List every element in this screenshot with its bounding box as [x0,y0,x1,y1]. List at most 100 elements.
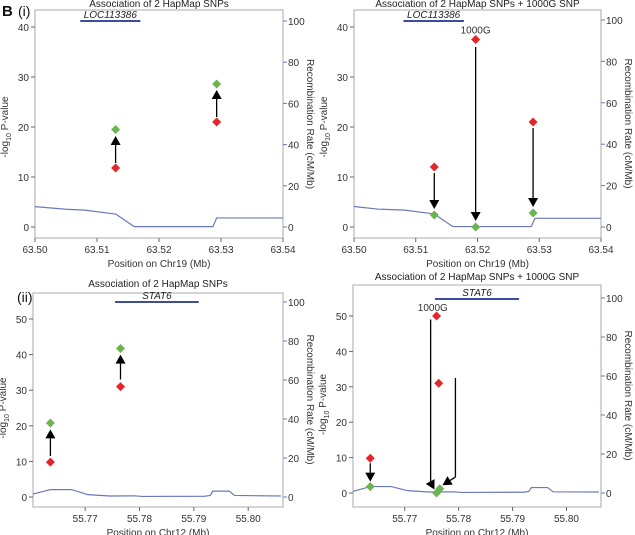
x-tick-label: 55.80 [236,514,261,525]
y2-tick-label: 100 [606,16,623,27]
snp-point-before [116,382,125,392]
y-tick-label: 40 [336,347,348,358]
arrow-head [470,212,481,221]
snp-point-before [429,162,439,172]
y-tick-label: 50 [16,315,28,326]
y2-tick-label: 60 [606,99,618,110]
chart-title: Association of 2 HapMap SNPs [89,0,229,10]
y-tick-label: 40 [337,23,349,34]
y-tick-label: 30 [336,383,348,394]
figure-label: B [2,3,13,20]
arrow-head [442,476,453,486]
x-tick-label: 55.77 [73,514,98,525]
snp-point-after [212,79,222,89]
snp-point-after [429,210,439,220]
y2-tick-label: 80 [606,57,618,68]
x-axis-label: Position on Chr12 (Mb) [107,528,210,535]
y2-axis-label: Recombination Rate (cM/Mb) [304,59,315,189]
snp-point-before [471,35,481,44]
x-tick-label: 63.50 [22,245,47,256]
x-tick-label: 55.79 [181,514,206,525]
y2-tick-label: 20 [288,182,300,193]
plot-frame [32,292,284,508]
panel-4: Association of 2 HapMap SNPs + 1000G SNP… [318,272,633,535]
recombination-line [34,206,283,228]
arrow-head [528,198,539,207]
x-tick-label: 63.54 [588,245,613,256]
x-tick-label: 63.54 [270,245,295,256]
arrow-head [115,354,126,364]
y-tick-label: 10 [16,457,28,468]
y2-tick-label: 0 [288,223,294,234]
y-tick-label: 0 [23,223,29,234]
y2-axis-label: Recombination Rate (cM/Mb) [304,334,315,464]
y2-tick-label: 0 [606,489,612,500]
arrow-head [365,472,376,482]
y-tick-label: 50 [336,312,348,323]
arrow-head [429,200,440,209]
y2-tick-label: 80 [288,58,300,69]
recombination-line [352,485,599,494]
y-axis-label: -log10 P-value [319,96,332,158]
y-tick-label: 30 [16,386,28,397]
snp-point-before [432,311,442,321]
y2-axis-label: Recombination Rate (cM/Mb) [622,330,633,460]
x-tick-label: 63.51 [403,245,428,256]
snp-point-after [111,125,121,134]
y2-tick-label: 100 [606,294,623,305]
y2-tick-label: 40 [606,411,618,422]
y-tick-label: 10 [18,173,30,184]
y2-tick-label: 60 [288,99,300,110]
y-tick-label: 10 [336,454,348,465]
plot-frame [34,9,284,239]
y-tick-label: 20 [18,123,30,134]
y-tick-label: 10 [337,173,349,184]
x-tick-label: 55.77 [392,514,417,525]
y-tick-label: 20 [337,123,349,134]
arrow-head [45,429,56,439]
y2-tick-label: 40 [606,140,618,151]
y-tick-label: 0 [341,489,347,500]
arrow-shaft [449,476,456,481]
panel-label: (ii) [17,289,33,305]
arrow-head [425,479,435,490]
y2-tick-label: 20 [606,182,618,193]
y-tick-label: 30 [337,73,349,84]
gene-label: LOC113386 [407,10,461,21]
x-axis-label: Position on Chr19 (Mb) [426,259,529,270]
y2-tick-label: 40 [288,141,300,152]
y2-tick-label: 100 [288,298,305,309]
snp-point-before [365,453,375,463]
snp-point-after [365,482,375,492]
y-axis-label: -log10 P-value [0,96,13,158]
recombination-line [353,205,601,228]
x-tick-label: 55.78 [446,514,471,525]
arrow-head [110,136,121,145]
x-tick-label: 55.79 [500,514,525,525]
x-tick-label: 63.53 [208,245,233,256]
y-tick-label: 40 [16,351,28,362]
y2-tick-label: 0 [606,223,612,234]
y2-tick-label: 80 [288,337,300,348]
chart-title: Association of 2 HapMap SNPs + 1000G SNP [375,272,580,283]
snp-point-before [212,117,222,127]
y-tick-label: 0 [342,223,348,234]
y2-tick-label: 40 [288,415,300,426]
y-axis-label: -log10 P-value [0,377,11,439]
snp-point-before [111,163,121,173]
y-tick-label: 0 [21,493,27,504]
x-axis-label: Position on Chr19 (Mb) [108,259,211,270]
plot-frame [353,9,602,239]
snp-point-before [434,378,444,388]
y2-tick-label: 60 [288,376,300,387]
snp-point-before [45,457,55,467]
x-tick-label: 63.52 [146,245,171,256]
y-tick-label: 20 [336,418,348,429]
annotation-1000g: 1000G [418,303,448,314]
y2-tick-label: 60 [606,372,618,383]
y2-tick-label: 0 [288,493,294,504]
plot-frame [352,284,602,508]
chart-title: Association of 2 HapMap SNPs [88,279,228,290]
x-tick-label: 55.80 [554,514,579,525]
snp-point-after [471,222,481,232]
